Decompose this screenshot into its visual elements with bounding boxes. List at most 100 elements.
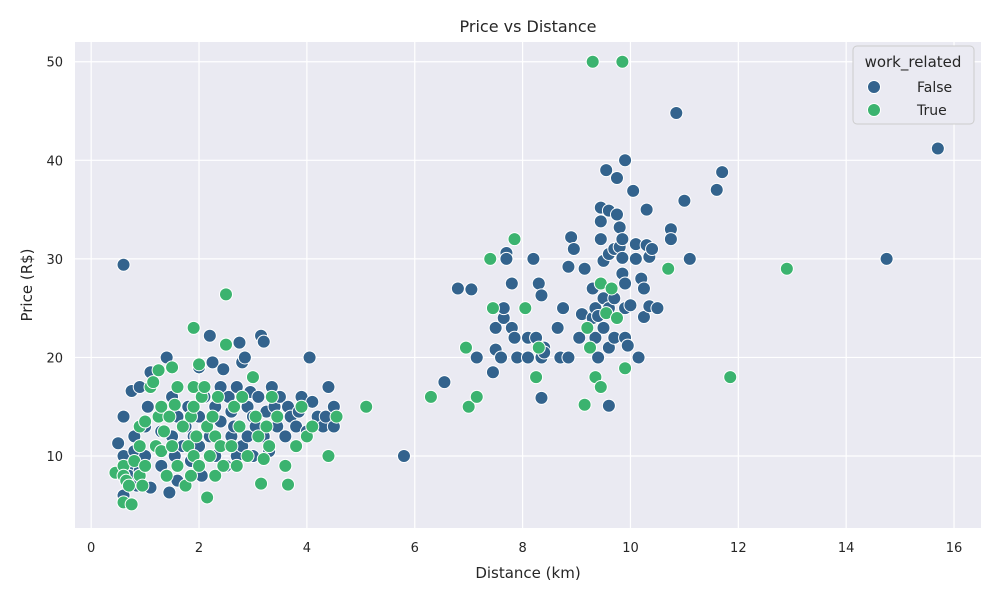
data-point-false (531, 276, 546, 291)
data-point-true (248, 409, 263, 424)
data-point-true (281, 477, 296, 492)
data-point-true (151, 363, 166, 378)
data-point-true (245, 370, 260, 385)
y-tick-label: 50 (46, 56, 63, 71)
data-point-false (450, 281, 465, 296)
data-point-true (154, 399, 169, 414)
data-point-true (289, 439, 304, 454)
data-point-false (464, 282, 479, 297)
data-point-false (507, 330, 522, 345)
data-point-false (237, 350, 252, 365)
data-point-false (626, 183, 641, 198)
x-tick-label: 0 (87, 541, 95, 556)
legend-marker-true (867, 103, 881, 117)
data-point-false (591, 350, 606, 365)
data-point-false (205, 355, 220, 370)
data-point-true (170, 380, 185, 395)
data-point-false (521, 350, 535, 365)
data-point-true (138, 414, 153, 429)
data-point-true (232, 419, 247, 434)
data-point-true (175, 419, 190, 434)
data-point-true (208, 468, 223, 483)
data-point-false (561, 259, 576, 274)
data-point-true (124, 497, 139, 512)
data-point-true (518, 301, 533, 316)
legend-title: work_related (865, 53, 962, 72)
data-point-false (636, 281, 651, 296)
data-point-true (531, 340, 546, 355)
x-axis-label: Distance (km) (475, 564, 580, 582)
data-point-true (216, 458, 231, 473)
data-point-true (461, 399, 476, 414)
data-point-true (197, 380, 212, 395)
data-point-true (219, 337, 233, 352)
x-tick-labels: 0 2 4 6 8 10 12 14 16 (87, 541, 962, 556)
data-point-false (396, 449, 411, 464)
data-point-true (609, 311, 624, 326)
data-point-true (167, 397, 182, 412)
y-tick-label: 30 (46, 253, 63, 268)
data-point-true (192, 357, 207, 372)
data-point-false (628, 251, 643, 266)
data-point-false (485, 365, 500, 380)
data-point-true (235, 389, 250, 404)
data-point-false (631, 350, 646, 365)
data-point-false (715, 165, 730, 180)
data-point-false (140, 399, 155, 414)
data-point-true (294, 399, 309, 414)
data-point-true (202, 449, 217, 464)
y-tick-label: 20 (46, 351, 63, 366)
y-tick-label: 40 (46, 154, 63, 169)
data-point-false (618, 276, 633, 291)
data-point-true (189, 429, 204, 444)
data-point-true (183, 468, 198, 483)
data-point-false (709, 182, 724, 197)
data-point-true (132, 439, 147, 454)
data-point-true (156, 424, 171, 439)
data-point-false (556, 301, 571, 316)
data-point-true (423, 389, 438, 404)
data-point-true (507, 232, 522, 247)
data-point-true (259, 419, 274, 434)
chart-title: Price vs Distance (460, 17, 597, 36)
data-point-true (264, 389, 279, 404)
data-point-true (219, 287, 233, 302)
data-point-false (566, 242, 581, 257)
data-point-true (329, 409, 344, 424)
data-point-false (202, 328, 217, 343)
data-point-true (577, 397, 592, 412)
data-point-true (321, 449, 336, 464)
data-point-false (561, 350, 576, 365)
data-point-false (256, 334, 271, 349)
data-point-false (534, 288, 549, 303)
x-tick-label: 16 (946, 541, 963, 556)
data-point-true (305, 419, 320, 434)
data-point-true (251, 429, 266, 444)
data-point-false (593, 232, 608, 247)
data-point-true (229, 458, 244, 473)
x-tick-label: 4 (303, 541, 311, 556)
data-point-false (879, 251, 894, 266)
data-point-false (278, 429, 293, 444)
data-point-false (663, 232, 678, 247)
y-tick-label: 10 (46, 450, 63, 465)
legend-label-false: False (917, 80, 952, 96)
data-point-true (240, 449, 255, 464)
data-point-true (359, 399, 374, 414)
x-tick-label: 2 (195, 541, 203, 556)
data-point-true (779, 261, 794, 276)
data-point-false (669, 105, 684, 120)
data-point-false (302, 350, 317, 365)
data-point-false (596, 320, 611, 335)
data-point-true (205, 409, 220, 424)
data-point-true (192, 458, 207, 473)
data-point-false (609, 207, 624, 222)
data-point-false (609, 171, 624, 186)
data-point-true (256, 451, 271, 466)
data-point-true (165, 360, 180, 375)
data-point-false (116, 409, 131, 424)
data-point-true (270, 409, 285, 424)
data-point-false (615, 250, 630, 265)
x-tick-label: 10 (622, 541, 639, 556)
